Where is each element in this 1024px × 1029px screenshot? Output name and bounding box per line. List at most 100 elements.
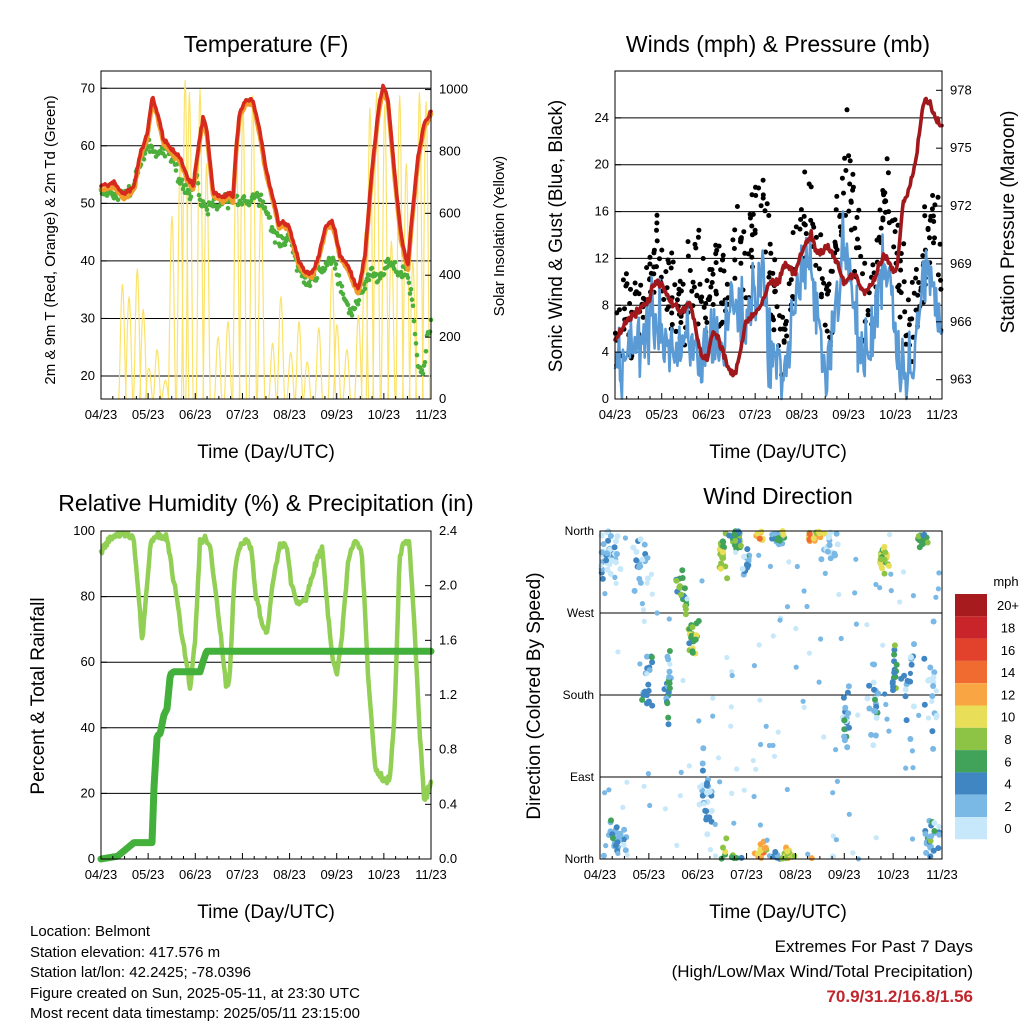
gust-point bbox=[638, 282, 644, 288]
gust-point bbox=[691, 284, 697, 290]
dewpoint-point bbox=[406, 280, 412, 286]
x-tick-label: 08/23 bbox=[779, 867, 812, 882]
x-tick-label: 08/23 bbox=[786, 407, 819, 422]
direction-point bbox=[741, 553, 748, 560]
x-tick-label: 05/23 bbox=[132, 867, 165, 882]
extremes-subheading: (High/Low/Max Wind/Total Precipitation) bbox=[671, 962, 973, 981]
direction-point bbox=[684, 596, 690, 602]
gust-point bbox=[741, 229, 747, 235]
gust-point bbox=[709, 267, 715, 273]
direction-point bbox=[907, 654, 914, 661]
gust-point bbox=[913, 275, 919, 281]
gust-point bbox=[720, 252, 726, 258]
direction-point bbox=[910, 765, 916, 771]
y-tick-label-right: 200 bbox=[439, 329, 461, 344]
direction-point bbox=[734, 766, 740, 772]
legend-label: 2 bbox=[1004, 799, 1011, 814]
dewpoint-point bbox=[411, 318, 417, 324]
gust-point bbox=[929, 206, 935, 212]
humidity-xlabel: Time (Day/UTC) bbox=[197, 902, 335, 923]
direction-point bbox=[864, 622, 870, 628]
direction-point bbox=[866, 682, 873, 689]
direction-point bbox=[764, 837, 770, 843]
direction-point bbox=[603, 557, 610, 564]
x-tick-label: 11/23 bbox=[926, 407, 958, 422]
y-tick-label: 40 bbox=[81, 720, 95, 735]
direction-point bbox=[633, 557, 640, 564]
direction-point bbox=[791, 853, 798, 859]
direction-point bbox=[756, 642, 762, 648]
extremes-values: 70.9/31.2/16.8/1.56 bbox=[826, 987, 973, 1006]
direction-panel: Wind Direction 04/23 05/23 06/23 07/23 08/23… bbox=[524, 483, 1019, 923]
solar-pulse bbox=[387, 240, 396, 400]
direction-point bbox=[700, 745, 707, 752]
direction-point bbox=[639, 601, 646, 607]
x-tick-label: 08/23 bbox=[273, 867, 306, 882]
legend-label: 8 bbox=[1004, 732, 1011, 747]
direction-point bbox=[931, 828, 938, 834]
y-tick-label: South bbox=[563, 688, 594, 702]
direction-point bbox=[927, 664, 934, 671]
direction-point bbox=[836, 591, 842, 598]
gust-point bbox=[668, 265, 674, 271]
gust-point bbox=[713, 242, 719, 248]
direction-point bbox=[686, 763, 692, 769]
gust-point bbox=[701, 304, 707, 310]
direction-point bbox=[910, 593, 917, 599]
t2m-line bbox=[99, 83, 433, 291]
direction-point bbox=[689, 624, 696, 631]
gust-point bbox=[720, 257, 726, 263]
direction-point bbox=[805, 851, 811, 857]
direction-point bbox=[645, 681, 652, 688]
x-tick-label: 04/23 bbox=[85, 407, 118, 422]
direction-point bbox=[801, 704, 807, 711]
direction-point bbox=[893, 661, 900, 668]
solar-pulse bbox=[327, 268, 337, 400]
direction-point bbox=[682, 611, 689, 618]
x-tick-label: 05/23 bbox=[645, 407, 678, 422]
gust-point bbox=[811, 224, 817, 230]
gust-point bbox=[738, 235, 744, 241]
gust-point bbox=[749, 223, 755, 229]
solar-pulse bbox=[124, 296, 134, 400]
gust-point bbox=[713, 291, 719, 297]
gust-point bbox=[865, 308, 871, 313]
legend-swatch bbox=[955, 705, 987, 728]
solar-pulse bbox=[144, 367, 154, 400]
direction-point bbox=[744, 546, 751, 553]
direction-point bbox=[884, 716, 890, 722]
y-tick-label-right: 1000 bbox=[439, 82, 468, 97]
direction-point bbox=[929, 693, 936, 700]
station-elevation: Station elevation: 417.576 m bbox=[30, 943, 221, 961]
gust-point bbox=[632, 280, 638, 286]
direction-point bbox=[833, 530, 840, 537]
direction-point bbox=[771, 753, 778, 759]
gust-point bbox=[623, 283, 629, 289]
gust-point bbox=[902, 309, 908, 315]
direction-point bbox=[784, 848, 791, 855]
direction-point bbox=[649, 591, 655, 597]
y-tick-label-right: 400 bbox=[439, 267, 461, 282]
direction-point bbox=[926, 676, 932, 682]
direction-point bbox=[833, 747, 839, 753]
legend-swatch bbox=[955, 772, 987, 795]
direction-point bbox=[640, 692, 647, 699]
dewpoint-point bbox=[248, 198, 254, 204]
direction-point bbox=[772, 849, 779, 855]
legend-label: 16 bbox=[1001, 643, 1015, 658]
direction-point bbox=[907, 736, 914, 742]
direction-point bbox=[610, 835, 616, 842]
direction-point bbox=[678, 769, 684, 776]
gust-point bbox=[901, 241, 907, 247]
direction-point bbox=[604, 566, 611, 573]
gust-point bbox=[846, 153, 852, 159]
gust-point bbox=[927, 235, 932, 241]
direction-point bbox=[844, 744, 851, 751]
direction-point bbox=[873, 835, 879, 841]
legend-swatch bbox=[955, 683, 987, 706]
gust-point bbox=[620, 277, 626, 283]
direction-point bbox=[666, 616, 672, 622]
gust-point bbox=[896, 288, 902, 294]
gust-point bbox=[802, 169, 808, 175]
direction-point bbox=[873, 714, 880, 721]
